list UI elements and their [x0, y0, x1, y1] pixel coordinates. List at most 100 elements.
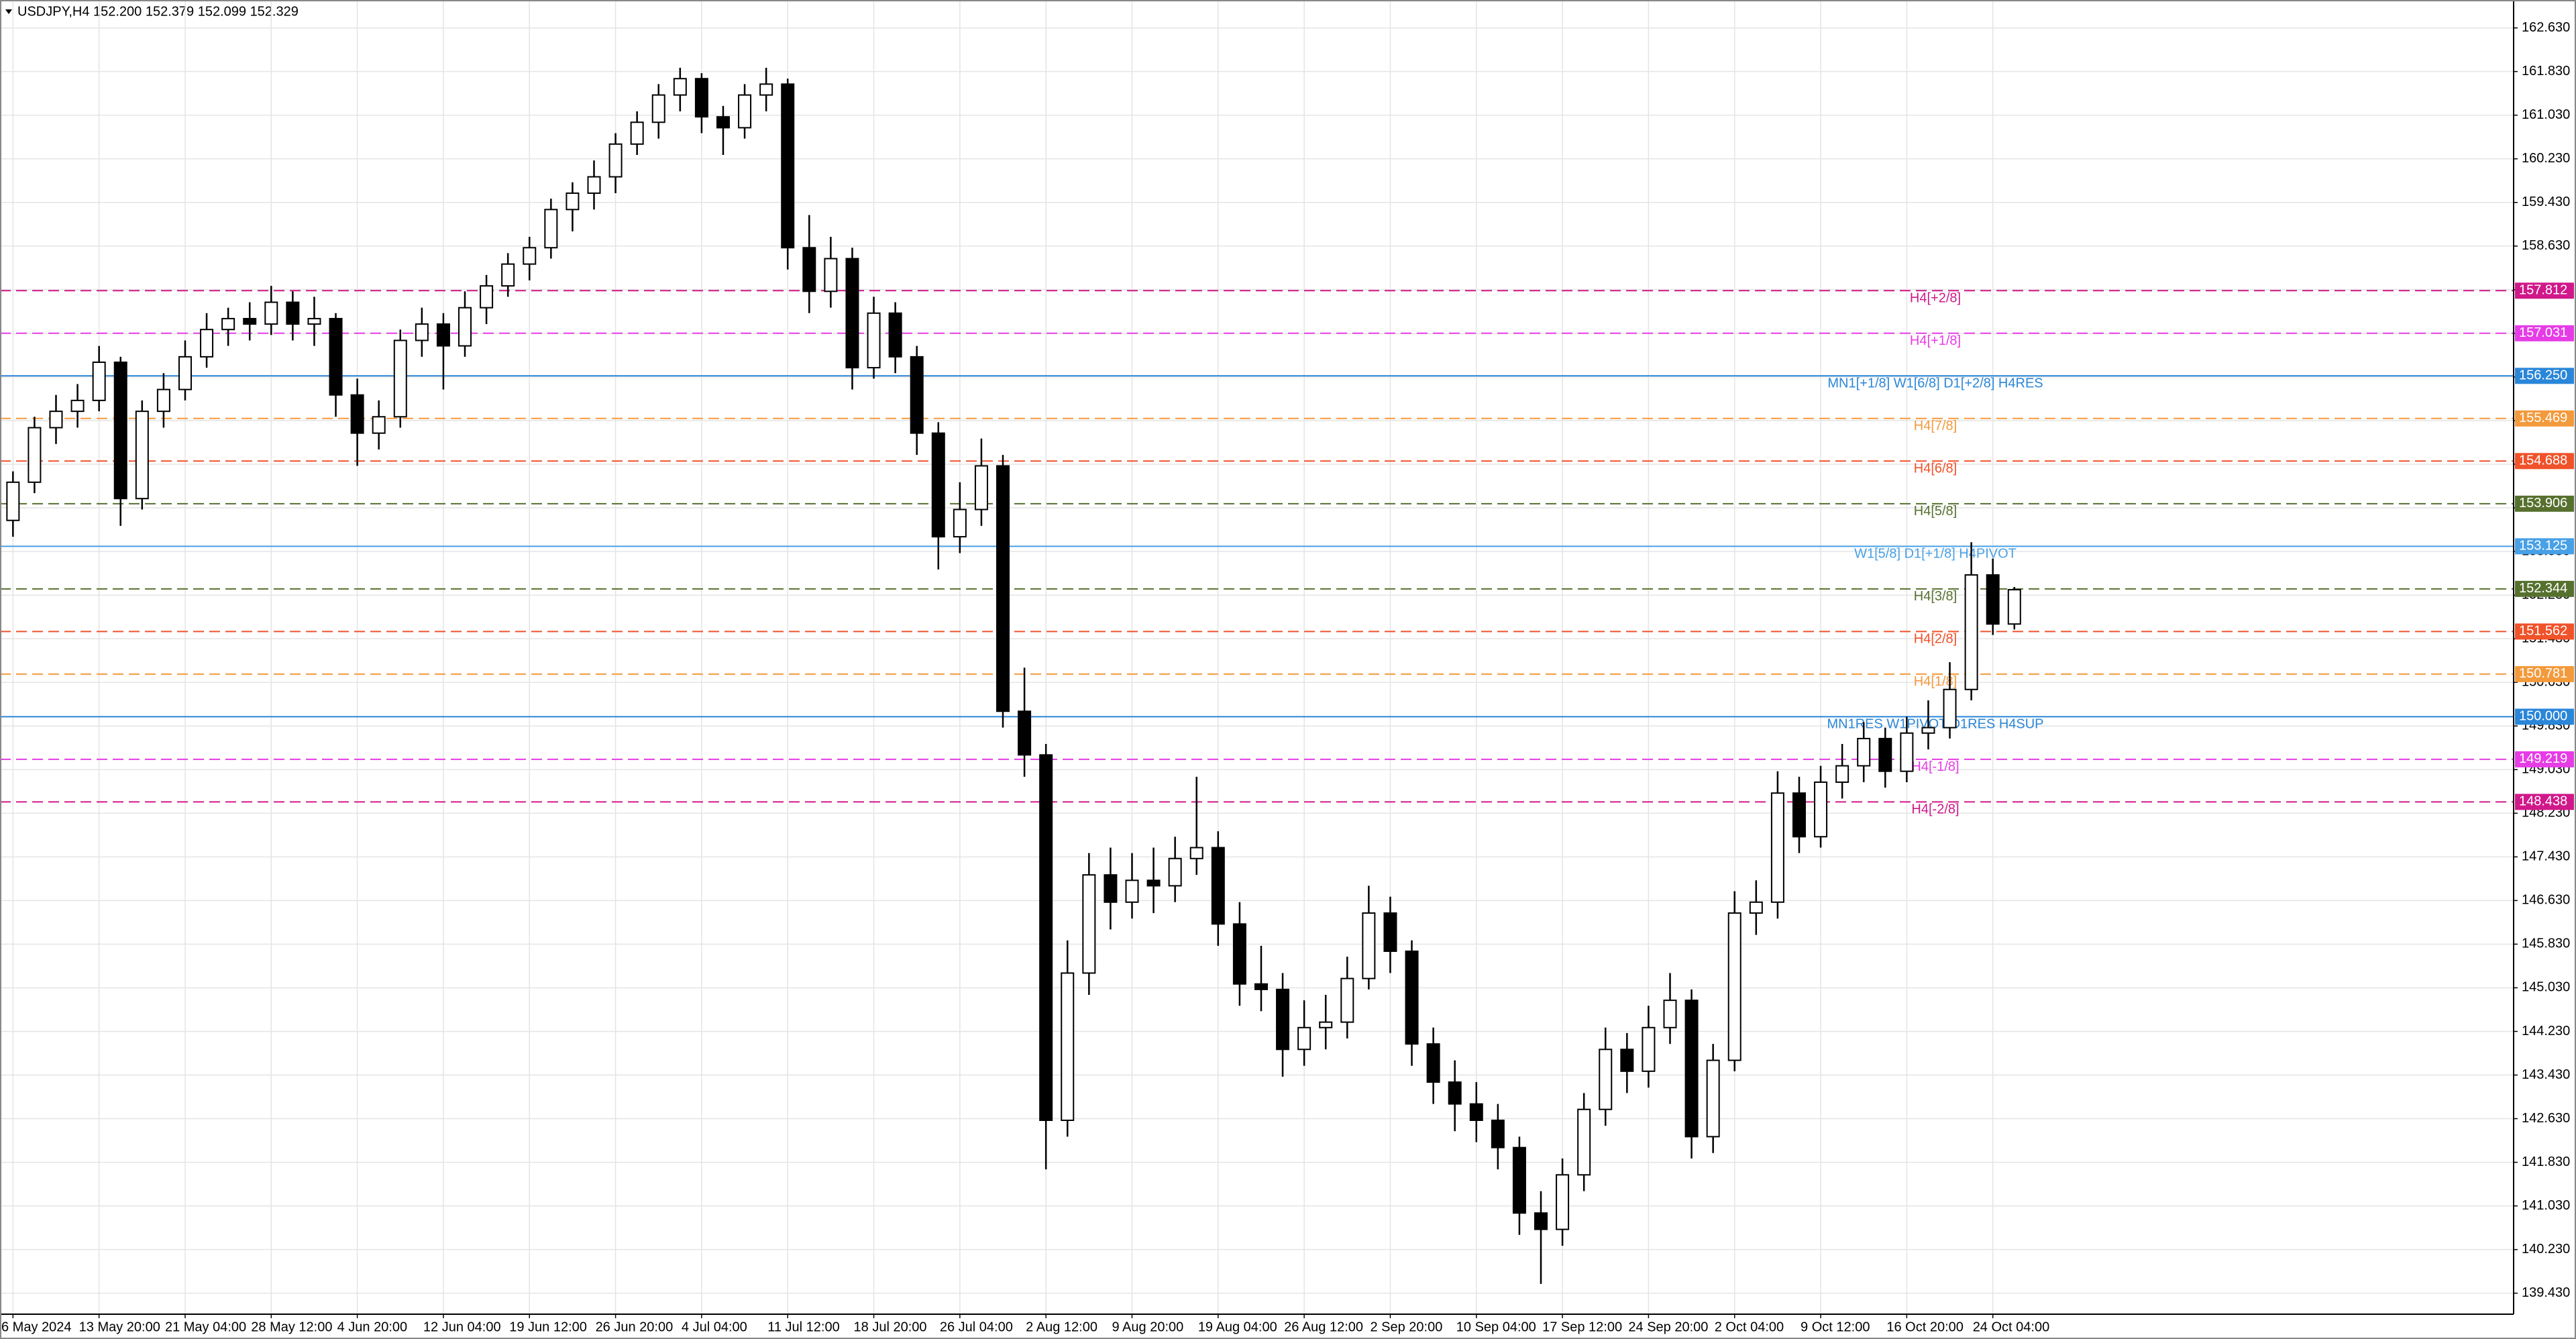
candle-body — [243, 317, 257, 325]
x-tick-label: 12 Jun 04:00 — [423, 1320, 501, 1334]
candle-body — [458, 307, 472, 347]
x-tick-label: 24 Sep 20:00 — [1628, 1320, 1708, 1334]
candle-body — [307, 317, 321, 325]
candle-body — [1556, 1174, 1570, 1230]
candle-body — [113, 361, 127, 500]
level-price-label: 150.781 — [2519, 666, 2567, 681]
level-price-box — [2515, 538, 2574, 555]
candle-body — [329, 317, 343, 396]
candle-body — [1189, 847, 1203, 859]
y-tick-label: 161.830 — [2522, 64, 2570, 78]
y-tick-label: 146.630 — [2522, 893, 2570, 908]
candle-body — [910, 356, 924, 434]
candle-body — [1706, 1059, 1720, 1138]
candle-body — [1642, 1026, 1656, 1072]
candle-body — [673, 78, 687, 96]
candle-body — [824, 258, 838, 292]
level-price-label: 156.250 — [2519, 368, 2567, 383]
x-tick-label: 19 Aug 04:00 — [1198, 1320, 1277, 1334]
level-text: H4[6/8] — [1914, 462, 1957, 476]
y-tick-label: 160.230 — [2522, 151, 2570, 166]
candle-body — [480, 285, 494, 309]
candle-body — [1814, 781, 1828, 838]
level-price-box — [2515, 453, 2574, 470]
candle-body — [608, 143, 623, 178]
candle-body — [867, 312, 881, 369]
level-text: H4[5/8] — [1914, 504, 1957, 519]
level-price-box — [2515, 325, 2574, 341]
y-tick-label: 140.230 — [2522, 1242, 2570, 1256]
candle-body — [1512, 1146, 1526, 1214]
candle-body — [6, 481, 20, 521]
candle-body — [738, 94, 752, 129]
level-price-box — [2515, 580, 2574, 597]
level-price-label: 153.125 — [2519, 539, 2567, 553]
candle-body — [1018, 710, 1032, 756]
candle-body — [1405, 950, 1419, 1045]
candle-body — [996, 465, 1010, 712]
level-text: H4[-1/8] — [1911, 759, 1959, 774]
level-text: H4[+1/8] — [1910, 333, 1961, 348]
candle-body — [178, 356, 192, 390]
candle-body — [974, 465, 988, 511]
y-tick-label: 159.430 — [2522, 195, 2570, 209]
menu-arrow[interactable] — [5, 9, 12, 14]
level-price-box — [2515, 282, 2574, 299]
x-tick-label: 21 May 04:00 — [165, 1320, 246, 1334]
candle-body — [1297, 1026, 1311, 1051]
candle-body — [1964, 574, 1978, 690]
level-price-box — [2515, 368, 2574, 384]
candle-body — [566, 192, 580, 211]
candle-body — [888, 312, 902, 358]
candle-body — [264, 301, 278, 325]
candle-body — [350, 394, 364, 434]
candle-body — [1577, 1108, 1591, 1176]
level-price-box — [2515, 623, 2574, 640]
level-text: H4[1/8] — [1914, 674, 1957, 689]
level-price-label: 154.688 — [2519, 453, 2567, 468]
y-tick-label: 161.030 — [2522, 107, 2570, 122]
candle-body — [781, 83, 795, 249]
y-tick-label: 158.630 — [2522, 238, 2570, 253]
candle-body — [802, 247, 816, 292]
candle-body — [1491, 1119, 1505, 1148]
x-tick-label: 4 Jul 04:00 — [682, 1320, 747, 1334]
x-tick-label: 28 May 12:00 — [251, 1320, 332, 1334]
level-price-box — [2515, 708, 2574, 725]
candle-body — [1254, 983, 1268, 990]
y-tick-label: 162.630 — [2522, 20, 2570, 35]
candle-body — [1749, 901, 1763, 914]
candle-body — [1878, 737, 1892, 772]
level-text: MN1RES W1PIVOT D1RES H4SUP — [1827, 717, 2043, 732]
level-text: W1[5/8] D1[+1/8] H4PIVOT — [1854, 547, 2017, 561]
candle-body — [1727, 912, 1741, 1061]
level-price-box — [2515, 751, 2574, 767]
candle-body — [501, 263, 515, 287]
candle-body — [587, 176, 601, 194]
x-tick-label: 26 Jun 20:00 — [596, 1320, 674, 1334]
y-tick-label: 147.430 — [2522, 849, 2570, 864]
candle-body — [1340, 977, 1354, 1023]
level-text: H4[3/8] — [1914, 589, 1957, 604]
level-price-label: 155.469 — [2519, 411, 2567, 425]
candle-body — [1534, 1212, 1548, 1230]
x-tick-label: 17 Sep 12:00 — [1542, 1320, 1622, 1334]
y-tick-label: 141.030 — [2522, 1198, 2570, 1213]
candle-body — [1104, 874, 1118, 903]
candle-body — [1211, 847, 1225, 925]
candle-body — [1620, 1049, 1634, 1072]
y-tick-label: 145.830 — [2522, 936, 2570, 951]
candle-body — [630, 121, 644, 145]
candle-body — [1986, 574, 2000, 625]
x-tick-label: 19 Jun 12:00 — [509, 1320, 587, 1334]
candle-body — [1900, 732, 1914, 772]
x-tick-label: 18 Jul 20:00 — [854, 1320, 927, 1334]
x-tick-label: 13 May 20:00 — [79, 1320, 160, 1334]
candle-body — [135, 411, 149, 500]
candle-body — [845, 258, 859, 369]
y-tick-label: 139.430 — [2522, 1285, 2570, 1300]
x-tick-label: 10 Sep 04:00 — [1456, 1320, 1536, 1334]
level-price-label: 150.000 — [2519, 709, 2567, 724]
